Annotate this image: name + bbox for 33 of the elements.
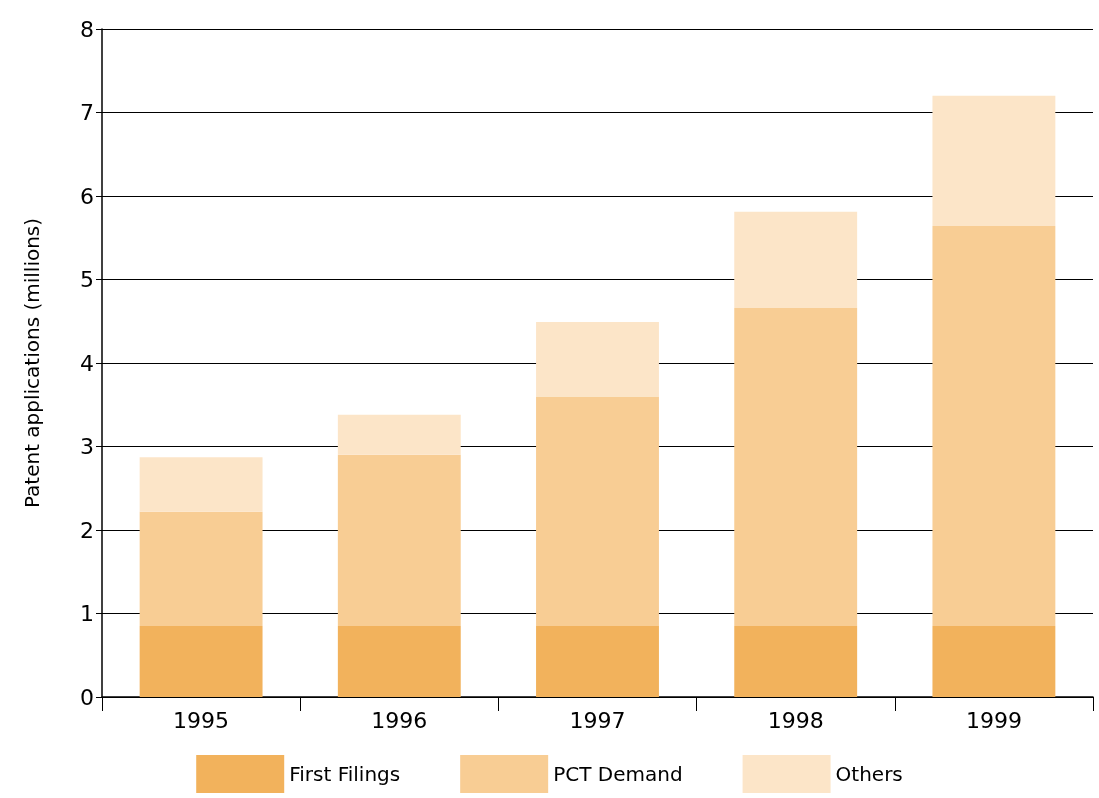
y-tick-label: 2 — [80, 517, 94, 543]
bar — [734, 307, 858, 627]
x-tick-label: 1996 — [371, 707, 428, 733]
bar — [337, 454, 461, 627]
y-tick-label: 7 — [80, 100, 94, 125]
bar — [932, 95, 1056, 227]
bar — [337, 626, 461, 697]
bar — [139, 511, 263, 627]
x-tick-label: 1997 — [569, 707, 626, 733]
legend-label: Others — [835, 762, 903, 786]
y-tick-label: 8 — [80, 16, 94, 42]
y-tick-label: 4 — [80, 350, 94, 376]
bar — [536, 396, 659, 627]
y-tick-label: 3 — [80, 434, 94, 459]
y-tick-label: 5 — [80, 267, 94, 292]
legend-label: PCT Demand — [553, 762, 683, 786]
bar — [536, 322, 659, 397]
x-tick-label: 1999 — [965, 707, 1022, 733]
y-axis-title: Patent applications (millions) — [20, 217, 44, 509]
bar — [734, 626, 858, 697]
bar — [932, 626, 1056, 697]
y-tick-label: 0 — [80, 684, 94, 710]
bar — [139, 626, 263, 697]
bar — [536, 626, 659, 697]
y-tick-label: 6 — [80, 183, 94, 209]
y-tick-label: 1 — [80, 601, 94, 626]
bar — [734, 211, 858, 308]
bar — [337, 414, 461, 455]
x-tick-label: 1995 — [173, 707, 230, 733]
legend-label: First Filings — [289, 762, 401, 786]
bar — [932, 226, 1056, 627]
bar — [139, 457, 263, 512]
x-tick-label: 1998 — [767, 707, 824, 733]
